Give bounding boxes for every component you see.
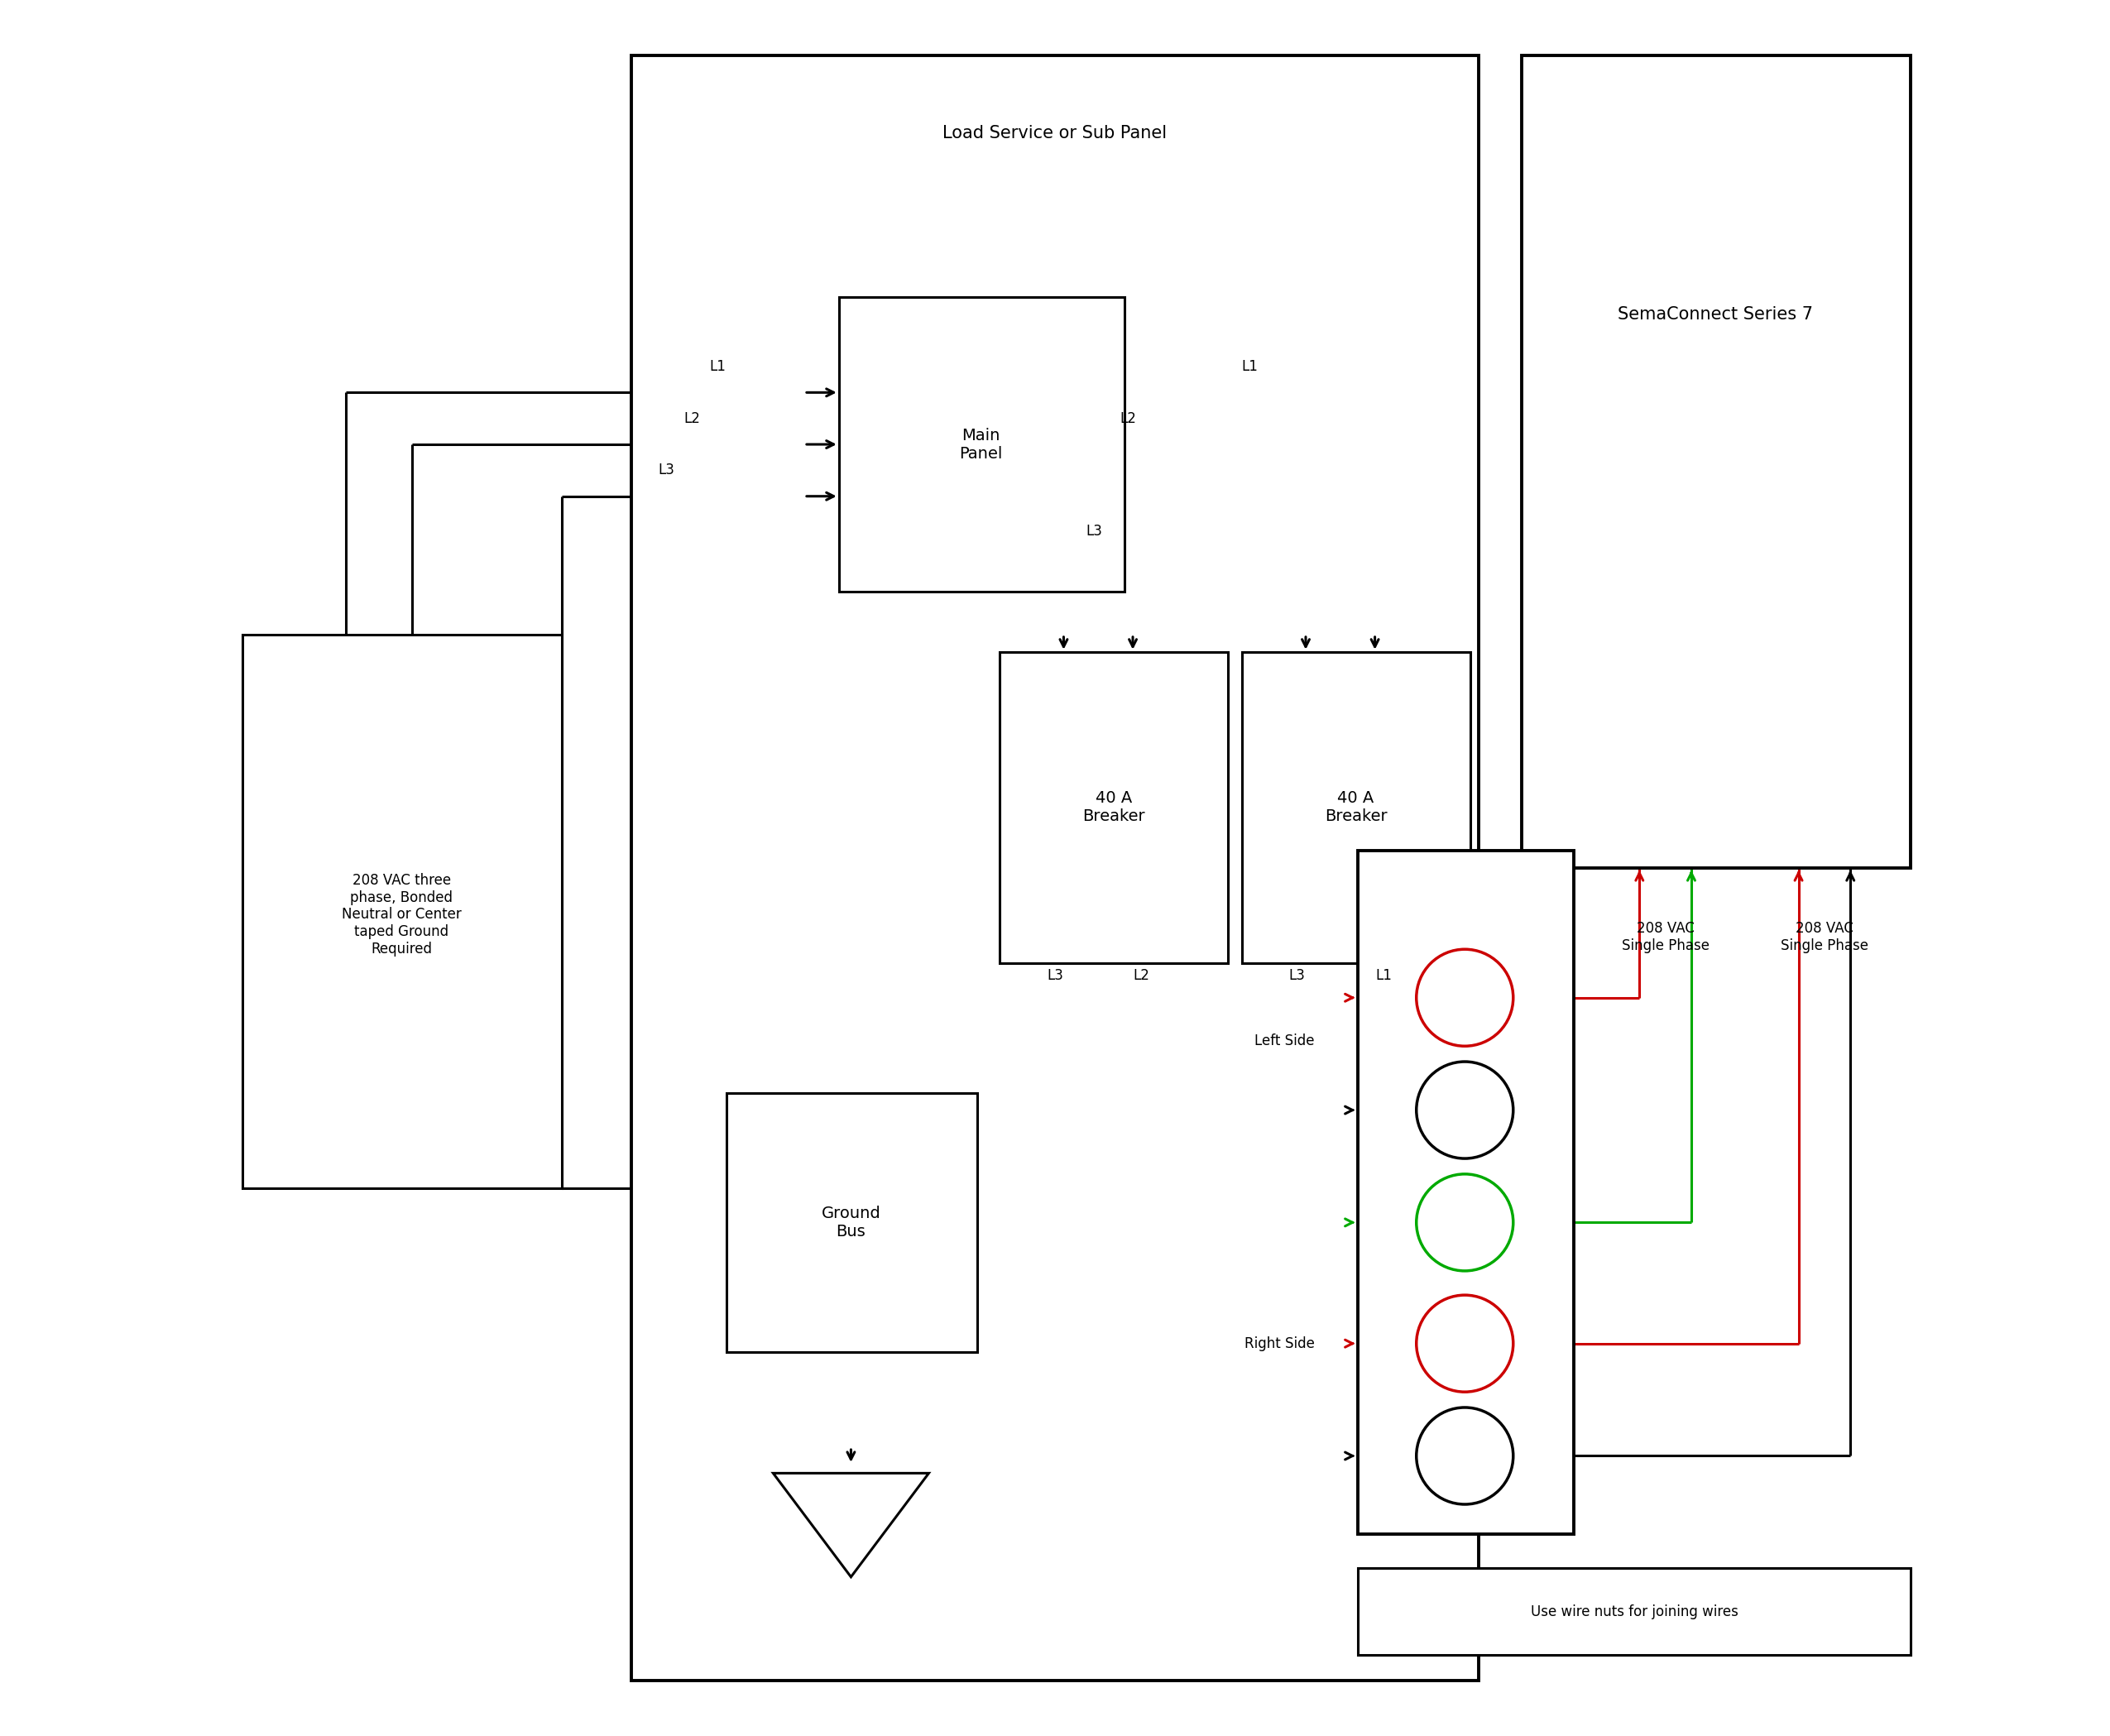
FancyBboxPatch shape <box>1521 56 1912 868</box>
FancyBboxPatch shape <box>726 1092 977 1352</box>
Text: Main
Panel: Main Panel <box>958 427 1002 462</box>
FancyBboxPatch shape <box>1357 851 1574 1533</box>
Text: 208 VAC
Single Phase: 208 VAC Single Phase <box>1620 922 1709 953</box>
Text: L2: L2 <box>1120 411 1137 425</box>
FancyBboxPatch shape <box>1000 651 1228 963</box>
Text: L3: L3 <box>658 464 675 477</box>
FancyBboxPatch shape <box>1243 651 1471 963</box>
Text: 40 A
Breaker: 40 A Breaker <box>1082 790 1146 825</box>
FancyBboxPatch shape <box>1357 1568 1912 1654</box>
Text: L3: L3 <box>1087 523 1101 538</box>
Text: Right Side: Right Side <box>1245 1337 1315 1351</box>
Text: L1: L1 <box>709 359 726 373</box>
Text: Left Side: Left Side <box>1253 1033 1315 1049</box>
Text: 208 VAC three
phase, Bonded
Neutral or Center
taped Ground
Required: 208 VAC three phase, Bonded Neutral or C… <box>342 873 462 957</box>
Text: Use wire nuts for joining wires: Use wire nuts for joining wires <box>1530 1604 1739 1620</box>
Text: L1: L1 <box>1376 967 1393 983</box>
Text: Ground
Bus: Ground Bus <box>821 1205 880 1240</box>
Text: L3: L3 <box>1289 967 1306 983</box>
Text: L2: L2 <box>684 411 701 425</box>
FancyBboxPatch shape <box>243 635 561 1187</box>
Text: 208 VAC
Single Phase: 208 VAC Single Phase <box>1781 922 1867 953</box>
FancyBboxPatch shape <box>840 297 1125 592</box>
Text: 40 A
Breaker: 40 A Breaker <box>1325 790 1386 825</box>
Text: L3: L3 <box>1047 967 1063 983</box>
Text: SemaConnect Series 7: SemaConnect Series 7 <box>1618 307 1812 323</box>
Text: Load Service or Sub Panel: Load Service or Sub Panel <box>943 125 1167 141</box>
Text: L1: L1 <box>1241 359 1258 373</box>
Text: L2: L2 <box>1133 967 1150 983</box>
FancyBboxPatch shape <box>631 56 1479 1680</box>
